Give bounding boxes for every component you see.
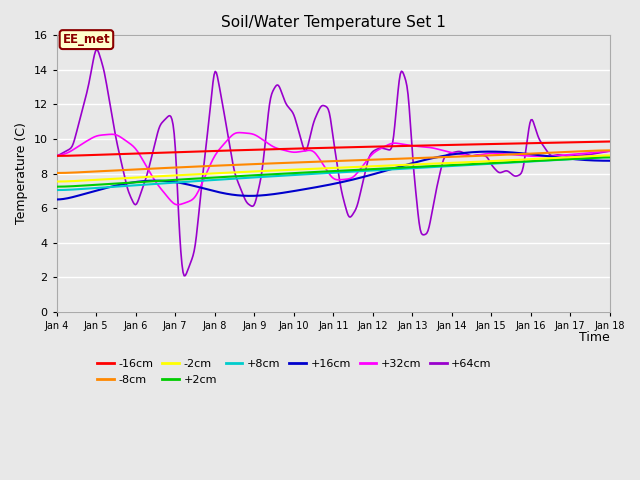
Legend: -16cm, -8cm, -2cm, +2cm, +8cm, +16cm, +32cm, +64cm: -16cm, -8cm, -2cm, +2cm, +8cm, +16cm, +3… xyxy=(93,355,496,389)
Text: EE_met: EE_met xyxy=(63,33,110,46)
Y-axis label: Temperature (C): Temperature (C) xyxy=(15,122,28,225)
X-axis label: Time: Time xyxy=(579,331,610,344)
Title: Soil/Water Temperature Set 1: Soil/Water Temperature Set 1 xyxy=(221,15,445,30)
